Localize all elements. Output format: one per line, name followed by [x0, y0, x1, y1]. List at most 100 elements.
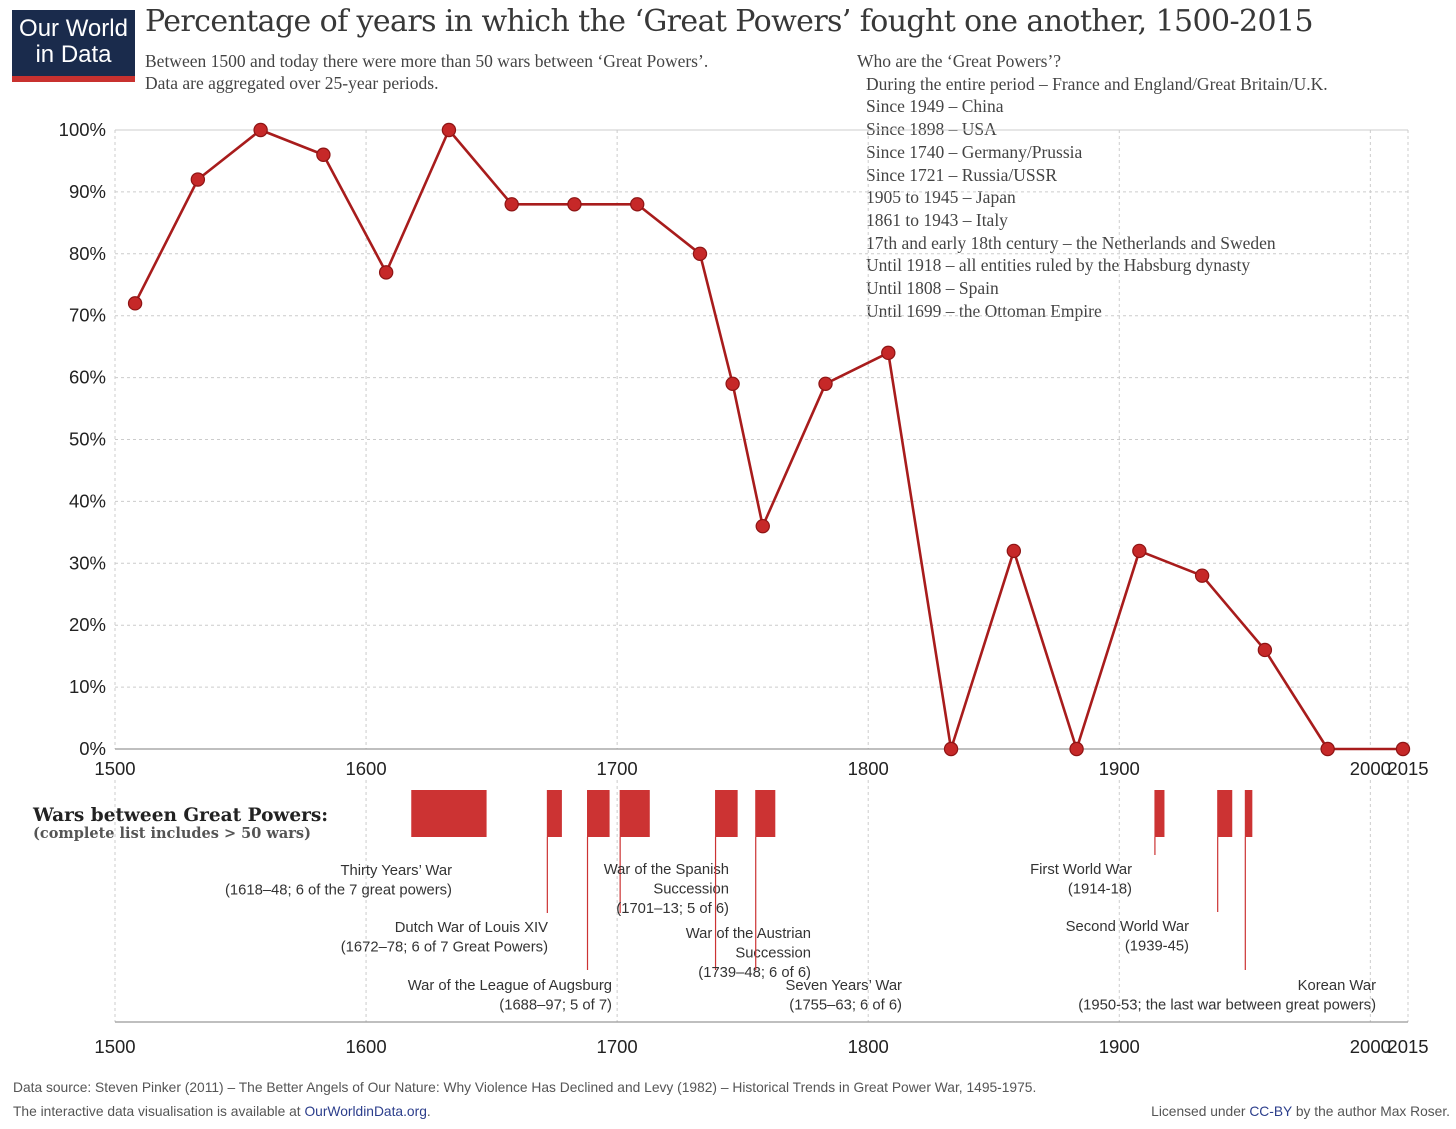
war-label: (1701–13; 5 of 6) — [616, 901, 729, 917]
logo-line-1: Our World — [19, 15, 128, 42]
war-label: War of the League of Augsburg — [408, 978, 612, 994]
war-label: Thirty Years’ War — [340, 863, 452, 879]
y-tick-label: 10% — [69, 676, 106, 697]
data-point — [441, 122, 457, 138]
data-point — [818, 376, 833, 391]
x-tick-label: 1600 — [345, 758, 386, 779]
data-point — [1132, 543, 1147, 559]
wars-timeline: Thirty Years’ War (1618–48; 6 of the 7 gr… — [225, 790, 1376, 1014]
data-point — [1257, 642, 1273, 658]
war-label: War of the Spanish — [604, 862, 729, 878]
footer-license: Licensed under CC-BY by the author Max R… — [1151, 1104, 1450, 1119]
footer-interactive: The interactive data visualisation is av… — [13, 1104, 431, 1119]
data-point — [504, 197, 519, 212]
war-bar — [715, 790, 738, 837]
great-powers-item: Until 1808 – Spain — [866, 278, 999, 299]
data-point — [1320, 741, 1335, 757]
timeline-x-tick-label: 1600 — [345, 1036, 386, 1057]
x-tick-label: 1800 — [848, 758, 889, 779]
y-tick-label: 50% — [69, 429, 106, 450]
timeline-x-tick-label: 1700 — [597, 1036, 638, 1057]
data-point — [943, 741, 959, 757]
war-bar — [1217, 790, 1233, 837]
timeline-x-tick-label: 1800 — [848, 1036, 889, 1057]
great-powers-heading: Who are the ‘Great Powers’? — [857, 51, 1062, 71]
data-point — [1194, 568, 1210, 583]
data-point — [630, 197, 645, 212]
great-powers-item: Until 1918 – all entities ruled by the H… — [866, 255, 1251, 276]
great-powers-note: Who are the ‘Great Powers’? During the e… — [857, 50, 1328, 322]
y-tick-label: 40% — [69, 490, 106, 511]
war-label: (1914-18) — [1068, 882, 1132, 898]
great-powers-item: 1861 to 1943 – Italy — [866, 209, 1008, 230]
owid-link[interactable]: OurWorldinData.org — [304, 1104, 427, 1119]
war-label: Seven Years’ War — [785, 978, 902, 994]
y-tick-label: 0% — [79, 738, 106, 759]
data-point — [567, 197, 582, 212]
timeline-x-tick-label: 2000 — [1350, 1036, 1391, 1057]
war-bar — [619, 790, 650, 837]
data-point — [253, 122, 268, 138]
subtitle-line-2: Data are aggregated over 25-year periods… — [145, 73, 439, 93]
great-powers-item: During the entire period – France and En… — [866, 73, 1328, 94]
footer-interactive-prefix: The interactive data visualisation is av… — [13, 1104, 305, 1119]
great-powers-item: Since 1740 – Germany/Prussia — [866, 141, 1083, 162]
war-label: (1755–63; 6 of 6) — [789, 998, 902, 1014]
data-point — [755, 518, 770, 534]
timeline-x-tick-label: 1500 — [94, 1036, 135, 1057]
series-layer — [127, 122, 1411, 757]
data-point — [1395, 741, 1411, 757]
war-label: (1939-45) — [1125, 939, 1189, 955]
great-powers-item: Since 1721 – Russia/USSR — [866, 164, 1058, 185]
subtitle-line-1: Between 1500 and today there were more t… — [145, 51, 709, 71]
war-bar — [411, 790, 487, 837]
data-point — [378, 265, 394, 280]
x-tick-label: 2000 — [1350, 758, 1391, 779]
owid-logo[interactable]: Our World in Data — [12, 10, 135, 82]
data-point — [881, 345, 896, 361]
war-bar — [546, 790, 562, 837]
x-tick-label: 1500 — [94, 758, 135, 779]
war-label: First World War — [1030, 862, 1132, 878]
data-point — [190, 172, 206, 187]
x-tick-label: 1700 — [597, 758, 638, 779]
y-tick-label: 30% — [69, 552, 106, 573]
great-powers-item: 17th and early 18th century – the Nether… — [866, 232, 1276, 253]
war-label: Second World War — [1066, 919, 1189, 935]
x-tick-label: 2015 — [1387, 758, 1428, 779]
timeline-x-tick-label: 2015 — [1387, 1036, 1428, 1057]
y-tick-label: 60% — [69, 367, 106, 388]
war-bar — [755, 790, 776, 837]
war-label: Dutch War of Louis XIV — [395, 920, 548, 936]
wars-heading: Wars between Great Powers: — [32, 805, 328, 826]
great-powers-item: Since 1898 – USA — [866, 119, 997, 140]
chart-subtitle: Between 1500 and today there were more t… — [145, 50, 708, 94]
data-point — [692, 246, 708, 261]
war-label: (1739–48; 6 of 6) — [698, 965, 811, 981]
series-line — [133, 128, 1403, 751]
chart-title: Percentage of years in which the ‘Great … — [145, 4, 1314, 39]
war-label: (1688–97; 5 of 7) — [499, 998, 612, 1014]
license-link[interactable]: CC-BY — [1249, 1104, 1293, 1119]
data-point — [1069, 741, 1084, 757]
war-label: War of the Austrian — [686, 926, 811, 942]
great-powers-item: Since 1949 – China — [866, 96, 1004, 117]
label-layer: 0% 10% 20% 30% 40% 50% 60% 70% 80% 90% 100% 1500 150… — [32, 119, 1429, 1057]
great-powers-item: Until 1699 – the Ottoman Empire — [866, 300, 1102, 321]
war-label: (1672–78; 6 of 7 Great Powers) — [341, 940, 548, 956]
war-label: Succession — [653, 882, 729, 898]
wars-subheading: (complete list includes > 50 wars) — [33, 825, 311, 842]
war-bar — [1154, 790, 1165, 837]
data-point — [316, 147, 331, 162]
y-tick-label: 20% — [69, 614, 106, 635]
y-tick-label: 90% — [69, 181, 106, 202]
war-bar — [1244, 790, 1253, 837]
logo-line-2: in Data — [35, 41, 112, 68]
war-label: (1950-53; the last war between great pow… — [1078, 998, 1376, 1014]
data-point — [1006, 543, 1022, 559]
footer-interactive-suffix: . — [426, 1104, 431, 1119]
y-tick-label: 70% — [69, 305, 106, 326]
data-point — [725, 376, 740, 391]
